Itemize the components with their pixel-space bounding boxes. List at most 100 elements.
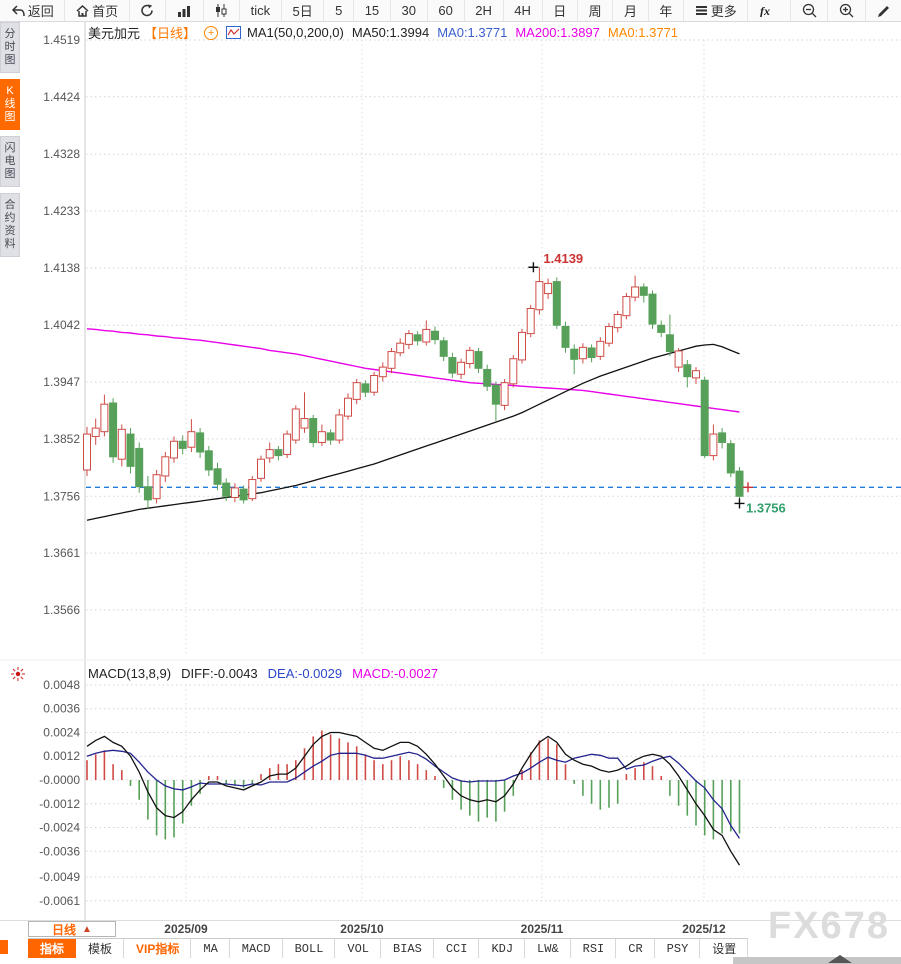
indicator-tab-BIAS[interactable]: BIAS: [381, 939, 434, 958]
ma50-value: MA50:1.3994: [351, 25, 430, 40]
indicator-settings-icon[interactable]: [10, 666, 26, 687]
toolbar-button-zoom-in[interactable]: [828, 0, 866, 21]
toolbar-button-h4[interactable]: 4H: [504, 0, 543, 21]
toolbar-button-label: 4H: [514, 3, 531, 18]
toolbar-button-label: 2H: [475, 3, 492, 18]
candle-body: [709, 433, 718, 457]
toolbar-button-day[interactable]: 日: [543, 0, 578, 21]
indicator-tab-PSY[interactable]: PSY: [654, 939, 701, 958]
toolbar-button-m15[interactable]: 15: [354, 0, 391, 21]
indicator-tab-CCI[interactable]: CCI: [433, 939, 480, 958]
bottom-scroll-track[interactable]: [733, 957, 901, 964]
indicator-tab-VOL[interactable]: VOL: [335, 939, 382, 958]
toolbar-button-h2[interactable]: 2H: [465, 0, 504, 21]
toolbar-button-bar-chart[interactable]: [166, 0, 204, 21]
candle-body: [561, 325, 570, 348]
indicator-tab-MA[interactable]: MA: [191, 939, 230, 958]
toolbar-button-home[interactable]: 首页: [65, 0, 130, 21]
candle-body: [631, 286, 640, 298]
indicator-tab-VIP指标[interactable]: VIP指标: [124, 939, 192, 958]
fx678-watermark: FX678: [768, 905, 890, 947]
indicator-tab-CR[interactable]: CR: [616, 939, 655, 958]
toolbar-button-m30[interactable]: 30: [391, 0, 428, 21]
macd-axis-label: 0.0012: [43, 749, 80, 763]
sidebar-tab-2[interactable]: 闪电图: [0, 136, 20, 187]
toolbar-button-label: 30: [401, 3, 416, 18]
macd-axis-label: -0.0049: [39, 870, 80, 884]
toolbar-button-more[interactable]: 更多: [684, 0, 749, 21]
ma200-line: [86, 328, 740, 413]
candle-body: [335, 414, 344, 441]
toolbar-button-candlestick[interactable]: [204, 0, 240, 21]
indicator-tab-BOLL[interactable]: BOLL: [282, 939, 336, 958]
candle-body: [222, 482, 231, 497]
toolbar-button-draw[interactable]: [866, 0, 901, 21]
toolbar-button-m60[interactable]: 60: [428, 0, 465, 21]
home-icon: [76, 4, 89, 17]
candle-body: [317, 431, 326, 443]
candle-body: [100, 403, 109, 433]
candle-body: [596, 340, 605, 357]
toolbar-button-week[interactable]: 周: [578, 0, 614, 21]
sidebar-tab-0[interactable]: 分时图: [0, 22, 20, 73]
candle-body: [718, 432, 727, 443]
toolbar-button-zoom-out[interactable]: [791, 0, 829, 21]
candlestick-icon: [214, 4, 228, 17]
toolbar-button-m5[interactable]: 5: [324, 0, 354, 21]
x-axis-month-label: 2025/12: [682, 922, 726, 936]
candle-body: [544, 282, 553, 295]
menu-icon: [695, 5, 708, 16]
mini-chart-icon[interactable]: [226, 26, 242, 39]
indicator-tab-LW&[interactable]: LW&: [525, 939, 571, 958]
candle-body: [448, 357, 457, 374]
toolbar-button-tick[interactable]: tick: [240, 0, 282, 21]
indicator-tab-MACD[interactable]: MACD: [229, 939, 283, 958]
period-selector-button[interactable]: 日线 ▲: [28, 921, 116, 937]
toolbar-button-label: 周: [588, 4, 602, 19]
candle-body: [257, 458, 265, 479]
price-axis-label: 1.3947: [43, 375, 80, 389]
macd-axis-label: -0.0012: [39, 797, 80, 811]
candle-body: [396, 342, 405, 354]
indicator-tab-指标[interactable]: 指标: [28, 939, 77, 958]
xaxis-divider: [0, 920, 901, 921]
candle-body: [578, 346, 587, 360]
indicator-tab-模板[interactable]: 模板: [76, 939, 125, 958]
candle-body: [726, 443, 735, 474]
toolbar-button-label: 首页: [92, 4, 119, 19]
x-axis-month-label: 2025/10: [340, 922, 384, 936]
candle-body: [143, 486, 152, 501]
candle-body: [204, 450, 213, 471]
toolbar-button-formula[interactable]: fx: [748, 0, 791, 21]
candle-body: [439, 340, 448, 357]
dea-value: DEA:-0.0029: [267, 666, 343, 681]
diff-line: [86, 731, 741, 866]
candle-body: [300, 418, 309, 429]
candle-body: [692, 370, 700, 379]
macd-axis-label: -0.0024: [39, 821, 80, 835]
fx-icon: fx: [759, 4, 779, 17]
add-favorite-icon[interactable]: +: [204, 25, 219, 40]
candle-body: [587, 347, 596, 359]
indicator-tab-KDJ[interactable]: KDJ: [479, 939, 526, 958]
price-axis-label: 1.3566: [43, 603, 80, 617]
candle-body: [109, 402, 118, 458]
toolbar-button-5d[interactable]: 5日: [282, 0, 325, 21]
candle-body: [344, 397, 352, 417]
indicator-tab-设置[interactable]: 设置: [700, 939, 749, 958]
indicator-tab-RSI[interactable]: RSI: [570, 939, 617, 958]
toolbar-button-year[interactable]: 年: [649, 0, 685, 21]
toolbar-button-back[interactable]: 返回: [0, 0, 66, 21]
collapse-up-arrow-icon[interactable]: [828, 955, 852, 963]
toolbar-button-month[interactable]: 月: [613, 0, 649, 21]
indicator-bar-spacer: [8, 938, 28, 958]
candle-body: [370, 374, 379, 393]
toolbar-button-refresh[interactable]: [130, 0, 167, 21]
candle-body: [161, 456, 170, 477]
sidebar-tab-3[interactable]: 合约资料: [0, 193, 20, 257]
pencil-icon: [876, 4, 890, 17]
ma-settings-label: MA1(50,0,200,0): [247, 25, 344, 40]
